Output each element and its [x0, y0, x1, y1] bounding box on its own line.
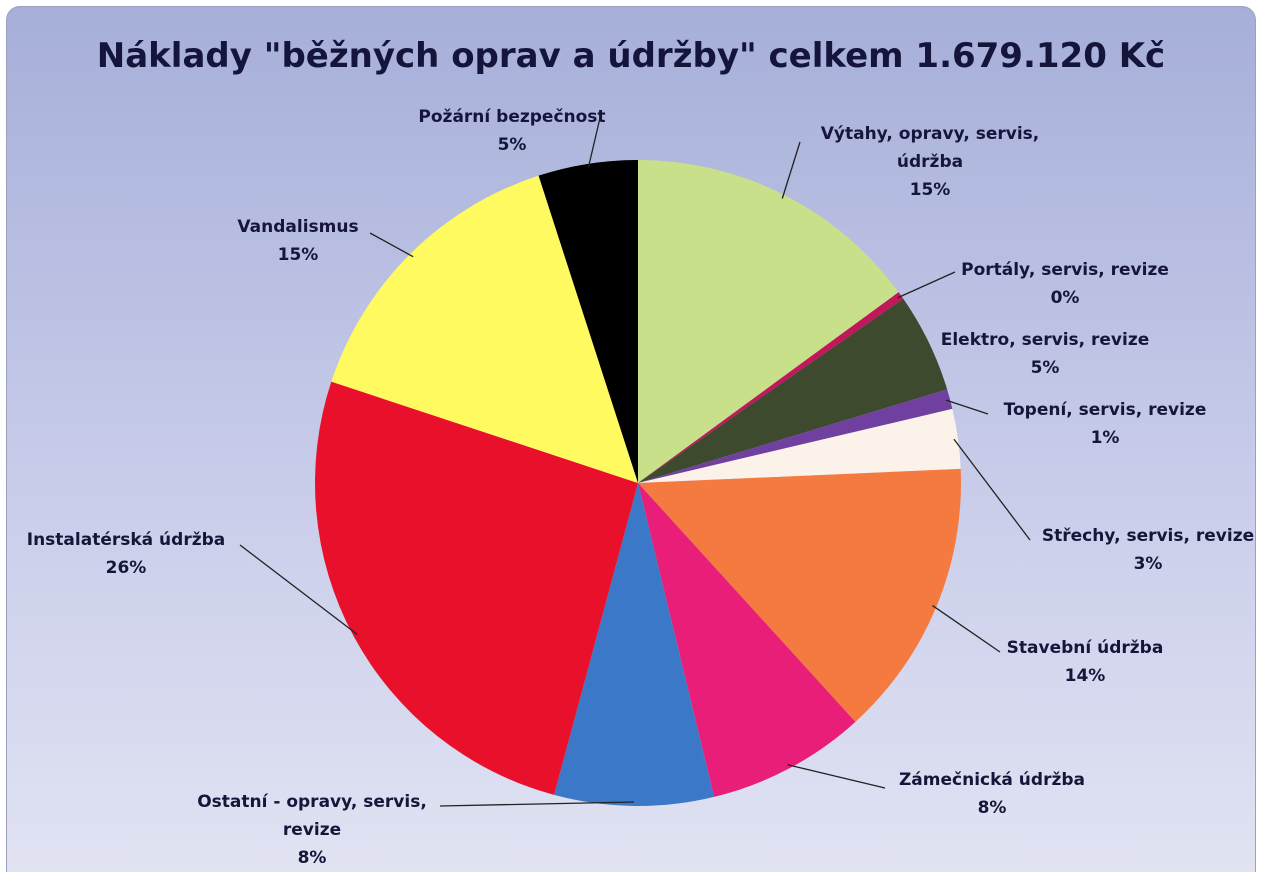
leader-line: [945, 399, 989, 415]
slice-label: Střechy, servis, revize 3%: [1018, 522, 1262, 578]
leader-line: [897, 271, 956, 299]
value-label: 5%: [497, 135, 527, 155]
value-label: 15%: [909, 180, 951, 200]
pie-slice: [638, 160, 899, 483]
slice-label: Ostatní - opravy, servis, revize 8%: [172, 788, 452, 872]
leader-line: [369, 232, 414, 258]
category-label: Elektro, servis, revize: [940, 330, 1150, 350]
category-label: Střechy, servis, revize: [1041, 526, 1255, 546]
value-label: 14%: [1064, 666, 1106, 686]
value-label: 26%: [105, 558, 147, 578]
pie-slice: [638, 408, 961, 483]
pie-slice: [331, 175, 638, 483]
leader-line: [787, 764, 886, 789]
leader-line: [932, 605, 1001, 653]
category-label: Portály, servis, revize: [961, 260, 1169, 280]
pie-slice: [638, 292, 904, 483]
category-label: Výtahy, opravy, servis, údržba: [820, 124, 1040, 172]
slice-label: Topení, servis, revize 1%: [975, 396, 1235, 452]
category-label: Vandalismus: [237, 217, 359, 237]
category-label: Požární bezpečnost: [418, 107, 606, 127]
pie-slice: [638, 298, 948, 483]
pie-slice: [638, 468, 961, 722]
slice-label: Stavební údržba 14%: [965, 634, 1205, 690]
category-label: Stavební údržba: [1006, 638, 1164, 658]
slice-label: Zámečnická údržba 8%: [872, 766, 1112, 822]
category-label: Topení, servis, revize: [1003, 400, 1207, 420]
slice-label: Instalatérská údržba 26%: [6, 526, 246, 582]
value-label: 8%: [977, 798, 1007, 818]
value-label: 5%: [1030, 358, 1060, 378]
pie-slice: [638, 389, 953, 483]
leader-line: [587, 117, 601, 169]
value-label: 15%: [277, 245, 319, 265]
leader-line: [781, 141, 801, 199]
chart-title: Náklady "běžných oprav a údržby" celkem …: [96, 36, 1166, 76]
slice-label: Požární bezpečnost 5%: [392, 103, 632, 159]
value-label: 1%: [1090, 428, 1120, 448]
value-label: 8%: [297, 848, 327, 868]
pie-slice: [554, 483, 715, 806]
slice-label: Portály, servis, revize 0%: [935, 256, 1195, 312]
pie-slice: [314, 381, 638, 795]
leader-line: [239, 544, 358, 635]
leader-line: [439, 801, 635, 807]
pie-slice: [538, 160, 638, 483]
category-label: Ostatní - opravy, servis, revize: [197, 792, 427, 840]
category-label: Instalatérská údržba: [26, 530, 226, 550]
slice-label: Vandalismus 15%: [198, 213, 398, 269]
slice-label: Výtahy, opravy, servis, údržba 15%: [790, 120, 1070, 204]
slice-label: Elektro, servis, revize 5%: [915, 326, 1175, 382]
pie-slice: [638, 483, 856, 797]
value-label: 0%: [1050, 288, 1080, 308]
value-label: 3%: [1133, 554, 1163, 574]
leader-line: [953, 438, 1031, 541]
category-label: Zámečnická údržba: [898, 770, 1085, 790]
